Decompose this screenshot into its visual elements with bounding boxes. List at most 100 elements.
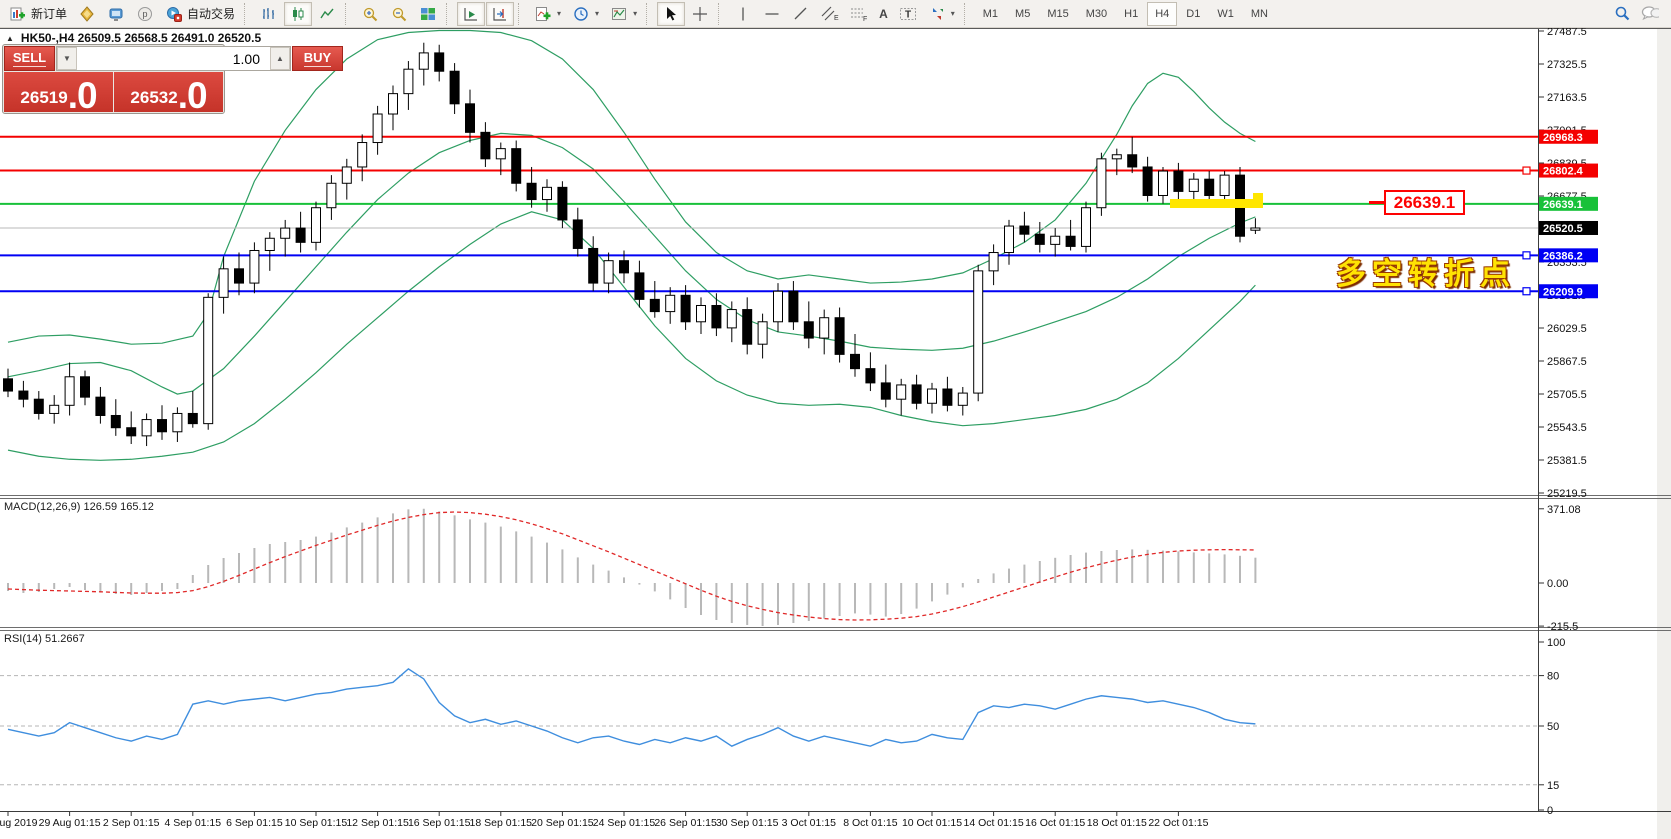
terminal-icon <box>107 5 125 22</box>
templates-button[interactable]: ▾ <box>605 2 642 26</box>
timeframe-d1[interactable]: D1 <box>1186 7 1201 20</box>
candle <box>280 227 291 239</box>
timeframe-h1[interactable]: H1 <box>1124 7 1139 20</box>
equidistant-channel-button[interactable]: E <box>816 2 844 26</box>
chart-header: ▲ HK50-,H4 26509.5 26568.5 26491.0 26520… <box>6 31 261 45</box>
svg-text:26386.2: 26386.2 <box>1543 250 1583 262</box>
candle <box>942 388 953 406</box>
metaeditor-button[interactable] <box>73 2 101 26</box>
auto-scroll-icon <box>462 5 480 22</box>
channel-icon: E <box>821 5 839 22</box>
indicators-button[interactable]: ▾ <box>529 2 566 26</box>
price-callout-box[interactable]: 26639.1 <box>1384 190 1465 215</box>
svg-text:25867.5: 25867.5 <box>1547 356 1587 368</box>
axis-price-label <box>1539 220 1598 235</box>
buy-price-display[interactable]: 26532.0 <box>114 72 223 114</box>
candle <box>234 268 244 284</box>
timeframe-m1[interactable]: M1 <box>982 7 999 20</box>
candle <box>988 252 999 272</box>
crosshair-button[interactable] <box>686 2 714 26</box>
tile-windows-button[interactable] <box>414 2 442 26</box>
svg-text:26209.9: 26209.9 <box>1543 286 1583 298</box>
vertical-line-button[interactable] <box>729 2 757 26</box>
svg-text:25219.5: 25219.5 <box>1547 488 1587 500</box>
community-chat-icon[interactable] <box>1641 5 1659 22</box>
candle <box>434 52 445 72</box>
svg-text:E: E <box>834 15 839 22</box>
candlestick-chart-button[interactable] <box>284 1 313 26</box>
terminal-button[interactable] <box>102 2 130 26</box>
auto-scroll-button[interactable] <box>457 1 486 26</box>
periods-button[interactable]: ▾ <box>567 2 604 26</box>
toolbar-separator <box>718 2 725 25</box>
sell-button[interactable]: SELL <box>4 46 55 71</box>
timeframe-m30[interactable]: M30 <box>1085 7 1108 20</box>
fibonacci-button[interactable]: F <box>845 2 873 26</box>
timeframe-w1[interactable]: W1 <box>1217 7 1234 20</box>
svg-text:30 Sep 01:15: 30 Sep 01:15 <box>716 817 779 829</box>
axis-price-label <box>1539 248 1598 263</box>
zoom-in-button[interactable] <box>356 2 384 26</box>
candle <box>1019 225 1030 235</box>
horizontal-line-button[interactable] <box>758 2 786 26</box>
svg-text:29 Aug 01:15: 29 Aug 01:15 <box>39 817 101 829</box>
cursor-button[interactable] <box>657 1 686 26</box>
volume-decrease-button[interactable]: ▼ <box>57 47 77 70</box>
search-icon[interactable] <box>1613 5 1631 22</box>
macd-signal-line <box>7 511 1256 621</box>
candle <box>249 249 260 284</box>
candle <box>973 270 984 394</box>
one-click-trading-panel: SELL ▼ ▲ BUY 26519.0 26532.0 <box>2 44 343 114</box>
candle <box>80 376 90 398</box>
candle <box>1127 154 1138 168</box>
chart-shift-button[interactable] <box>486 1 515 26</box>
candle <box>680 294 691 323</box>
autotrading-button[interactable]: 自动交易 <box>160 2 240 26</box>
text-button[interactable]: A <box>874 2 893 26</box>
candle <box>203 296 214 425</box>
svg-text:6 Sep 01:15: 6 Sep 01:15 <box>226 817 283 829</box>
trendline-button[interactable] <box>787 2 815 26</box>
zoom-out-icon <box>390 5 408 22</box>
svg-text:27163.5: 27163.5 <box>1547 92 1587 104</box>
candle <box>927 388 937 404</box>
svg-text:4 Sep 01:15: 4 Sep 01:15 <box>164 817 221 829</box>
turning-point-annotation[interactable]: 多空转折点 <box>1336 257 1516 292</box>
zoom-out-button[interactable] <box>385 2 413 26</box>
volume-increase-button[interactable]: ▲ <box>270 47 290 70</box>
timeframe-m15[interactable]: M15 <box>1047 7 1069 20</box>
arrows-icon <box>928 5 946 22</box>
candle <box>480 131 491 160</box>
svg-text:80: 80 <box>1547 671 1559 683</box>
line-handle <box>1522 287 1531 296</box>
macd-label: MACD(12,26,9) 126.59 165.12 <box>4 501 154 513</box>
candle <box>126 427 137 437</box>
svg-text:16 Oct 01:15: 16 Oct 01:15 <box>1025 817 1085 829</box>
candle <box>33 398 44 414</box>
line-chart-button[interactable] <box>313 2 341 26</box>
text-label-button[interactable]: T <box>894 2 922 26</box>
arrows-button[interactable]: ▾ <box>923 2 960 26</box>
new-order-label: 新订单 <box>31 7 68 21</box>
gold-diamond-icon <box>78 5 96 22</box>
sell-price-display[interactable]: 26519.0 <box>4 72 113 114</box>
bar-chart-button[interactable] <box>255 2 283 26</box>
signals-button[interactable]: p <box>131 2 159 26</box>
cursor-icon <box>662 5 680 22</box>
buy-button[interactable]: BUY <box>292 46 343 71</box>
svg-text:371.08: 371.08 <box>1547 504 1581 516</box>
new-order-button[interactable]: 新订单 <box>4 2 72 26</box>
autotrading-label: 自动交易 <box>187 7 236 21</box>
volume-input[interactable] <box>77 47 270 70</box>
templates-icon <box>610 5 628 22</box>
timeframe-mn[interactable]: MN <box>1250 7 1268 20</box>
svg-text:25543.5: 25543.5 <box>1547 422 1587 434</box>
timeframe-h4[interactable]: H4 <box>1147 1 1178 26</box>
timeframe-m5[interactable]: M5 <box>1015 7 1031 20</box>
collapse-icon[interactable]: ▲ <box>6 33 14 43</box>
svg-text:15: 15 <box>1547 780 1559 792</box>
axis-price-label <box>1539 284 1598 299</box>
svg-text:25381.5: 25381.5 <box>1547 455 1587 467</box>
price-callout-dash <box>1369 201 1384 204</box>
